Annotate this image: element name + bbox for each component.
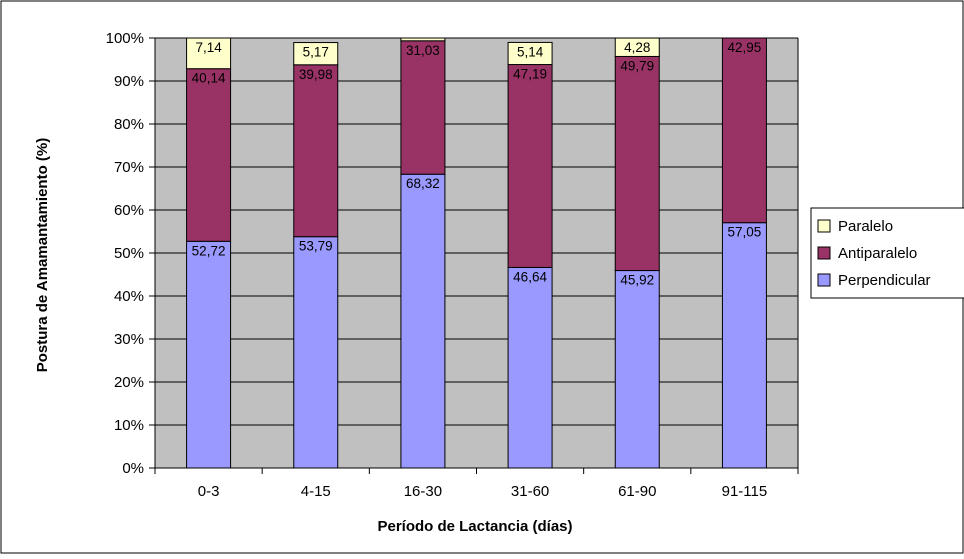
data-label-perpendicular: 52,72 — [192, 243, 226, 258]
bar-paralelo — [400, 37, 446, 42]
y-tick-label: 0% — [122, 460, 144, 477]
bar-perpendicular — [614, 270, 660, 469]
x-tick-label: 91-115 — [722, 483, 768, 500]
bar-antiparalelo — [400, 40, 446, 175]
legend: Paralelo Antiparalelo Perpendicular — [817, 218, 931, 289]
y-tick-label: 100% — [106, 30, 144, 47]
bar-perpendicular — [721, 222, 767, 469]
gridlines — [155, 37, 798, 426]
data-label-antiparalelo: 40,14 — [192, 71, 226, 86]
bar-paralelo — [614, 37, 660, 57]
y-tick-labels: 0% 10% 20% 30% 40% 50% 60% 70% 80% 90% 100% — [106, 30, 144, 477]
data-label-perpendicular: 53,79 — [299, 239, 333, 254]
data-label-paralelo: 5,14 — [517, 44, 544, 59]
bar-antiparalelo — [186, 68, 232, 242]
y-tick-label: 60% — [114, 202, 144, 219]
bar-antiparalelo — [721, 37, 767, 224]
legend-box — [810, 207, 964, 299]
y-tick-label: 50% — [114, 245, 144, 262]
x-tick-labels: 0-3 4-15 16-30 31-60 61-90 91-115 — [198, 483, 767, 500]
y-tick-label: 40% — [114, 288, 144, 305]
bar-perpendicular — [400, 173, 446, 469]
axes — [149, 37, 799, 474]
data-label-perpendicular: 57,05 — [728, 225, 762, 240]
y-tick-label: 20% — [114, 374, 144, 391]
y-tick-label: 10% — [114, 417, 144, 434]
data-label-perpendicular: 68,32 — [406, 176, 440, 191]
x-tick-label: 0-3 — [198, 483, 220, 500]
bar-paralelo — [507, 41, 553, 66]
legend-label: Antiparalelo — [838, 245, 917, 262]
legend-label: Paralelo — [838, 218, 893, 235]
data-label-perpendicular: 45,92 — [620, 273, 654, 288]
y-axis-title: Postura de Amamantamiento (%) — [34, 138, 51, 373]
bar-antiparalelo — [293, 64, 339, 238]
data-label-antiparalelo: 49,79 — [620, 58, 654, 73]
y-tick-label: 80% — [114, 116, 144, 133]
bars — [186, 37, 767, 469]
data-label-paralelo: 7,14 — [195, 40, 222, 55]
data-label-perpendicular: 46,64 — [513, 269, 547, 284]
y-tick-label: 30% — [114, 331, 144, 348]
data-label-antiparalelo: 39,98 — [299, 67, 333, 82]
data-labels: 52,72 40,14 7,14 53,79 39,98 5,17 68,32 31,03 46… — [192, 40, 762, 288]
legend-swatch — [817, 273, 831, 287]
bar-paralelo — [293, 42, 339, 66]
bar-perpendicular — [186, 240, 232, 469]
legend-label: Perpendicular — [838, 272, 931, 289]
x-tick-label: 61-90 — [618, 483, 656, 500]
bar-antiparalelo — [507, 64, 553, 268]
bar-perpendicular — [293, 236, 339, 469]
data-label-antiparalelo: 31,03 — [406, 43, 440, 58]
y-tick-label: 90% — [114, 73, 144, 90]
y-tick-label: 70% — [114, 159, 144, 176]
x-tick-label: 4-15 — [301, 483, 331, 500]
data-label-paralelo: 5,17 — [303, 45, 329, 60]
x-tick-label: 16-30 — [404, 483, 442, 500]
legend-swatch — [817, 246, 831, 260]
data-label-antiparalelo: 47,19 — [513, 67, 547, 82]
x-tick-label: 31-60 — [511, 483, 549, 500]
bar-paralelo — [186, 37, 232, 70]
legend-swatch — [817, 219, 831, 233]
bar-antiparalelo — [614, 55, 660, 272]
x-axis-title: Período de Lactancia (días) — [377, 518, 572, 535]
data-label-paralelo: 4,28 — [624, 40, 650, 55]
bar-perpendicular — [507, 266, 553, 469]
data-label-antiparalelo: 42,95 — [728, 40, 762, 55]
